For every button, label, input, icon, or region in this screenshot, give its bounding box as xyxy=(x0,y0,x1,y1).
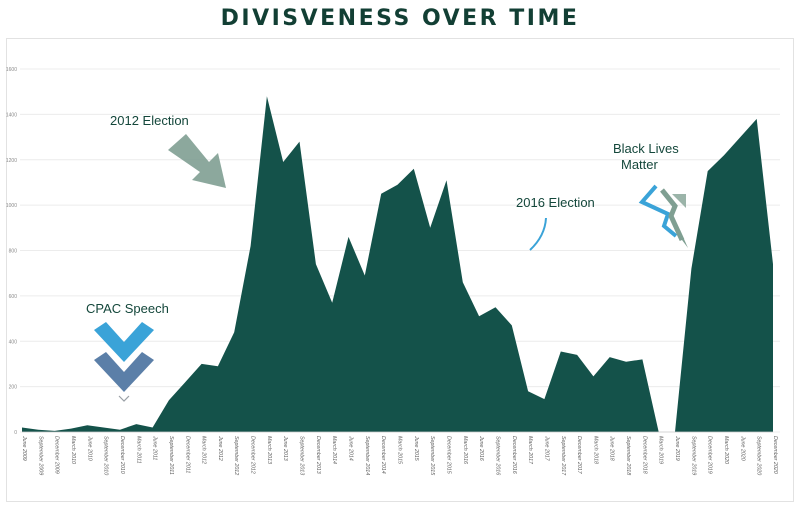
x-tick-label: September 2014 xyxy=(364,436,370,475)
y-tick-label: 200 xyxy=(9,385,18,391)
y-tick-label: 1200 xyxy=(6,158,17,164)
chart-frame xyxy=(6,38,794,502)
arrow-blm-tip xyxy=(676,230,688,248)
cpac-chevron-small xyxy=(118,395,130,402)
y-tick-label: 600 xyxy=(9,294,18,300)
annotation-cpac: CPAC Speech xyxy=(86,301,169,316)
x-tick-label: March 2016 xyxy=(462,436,468,464)
y-tick-label: 1000 xyxy=(6,203,17,209)
x-tick-label: June 2009 xyxy=(21,435,27,461)
x-tick-label: June 2015 xyxy=(413,435,419,461)
x-tick-label: March 2018 xyxy=(592,436,598,464)
x-tick-label: June 2013 xyxy=(282,435,288,461)
x-tick-label: September 2016 xyxy=(494,436,500,475)
x-tick-label: June 2020 xyxy=(739,435,745,461)
y-tick-label: 1400 xyxy=(6,112,17,118)
cpac-chevron-top xyxy=(94,322,154,362)
annotation-arrows xyxy=(94,134,688,402)
x-tick-label: June 2019 xyxy=(674,435,680,461)
x-tick-label: June 2016 xyxy=(478,435,484,461)
x-tick-label: March 2017 xyxy=(527,436,533,465)
arrow-blm-sage xyxy=(660,188,685,242)
arrow-blm-blue xyxy=(638,184,678,238)
x-tick-label: December 2009 xyxy=(54,436,60,474)
x-tick-label: September 2011 xyxy=(168,436,174,475)
x-tick-label: March 2013 xyxy=(266,436,272,464)
x-tick-label: December 2014 xyxy=(380,436,386,474)
x-tick-label: June 2014 xyxy=(348,435,354,461)
annotation-blm-line2: Matter xyxy=(621,157,658,172)
x-tick-label: March 2014 xyxy=(331,436,337,464)
x-tick-label: September 2013 xyxy=(299,436,305,475)
cpac-chevron-bottom xyxy=(94,352,154,392)
x-tick-label: December 2018 xyxy=(641,436,647,474)
x-tick-label: March 2019 xyxy=(658,436,664,464)
y-tick-label: 400 xyxy=(9,339,18,345)
x-tick-label: September 2017 xyxy=(560,436,566,476)
x-tick-label: December 2020 xyxy=(772,436,778,474)
annotation-blm-line1: Black Lives xyxy=(613,141,679,156)
x-tick-label: December 2011 xyxy=(184,436,190,473)
x-tick-label: March 2015 xyxy=(397,436,403,464)
x-tick-label: September 2010 xyxy=(103,436,109,475)
x-axis: June 2009 September 2009 December 2009 Marc… xyxy=(21,431,778,476)
x-tick-label: September 2015 xyxy=(429,436,435,475)
x-tick-label: December 2016 xyxy=(511,436,517,474)
x-tick-label: March 2010 xyxy=(70,436,76,464)
x-tick-label: December 2017 xyxy=(576,436,582,475)
x-tick-label: June 2018 xyxy=(609,435,615,461)
x-tick-label: December 2010 xyxy=(119,436,125,474)
x-tick-label: December 2012 xyxy=(250,436,256,474)
y-tick-label: 0 xyxy=(14,430,17,436)
y-axis: 0 200 400 600 800 1000 1200 1400 1600 xyxy=(6,67,17,436)
chart-title: DIVISVENESS OVER TIME xyxy=(220,6,580,31)
x-tick-label: June 2017 xyxy=(543,435,549,462)
x-tick-label: June 2010 xyxy=(86,435,92,461)
x-tick-label: December 2013 xyxy=(315,436,321,474)
x-tick-label: March 2011 xyxy=(135,436,141,464)
x-tick-label: March 2020 xyxy=(723,436,729,464)
x-tick-label: September 2009 xyxy=(37,436,43,475)
x-tick-label: March 2012 xyxy=(201,436,207,464)
x-tick-label: September 2012 xyxy=(233,436,239,475)
x-tick-label: June 2012 xyxy=(217,435,223,461)
y-tick-label: 800 xyxy=(9,249,18,255)
annotation-2016-election: 2016 Election xyxy=(516,195,595,210)
area-series xyxy=(22,96,773,432)
x-tick-label: September 2019 xyxy=(690,436,696,475)
x-tick-label: September 2018 xyxy=(625,436,631,475)
x-tick-label: December 2019 xyxy=(707,436,713,474)
arrow-2016-election xyxy=(529,217,547,251)
y-tick-label: 1600 xyxy=(6,67,17,73)
series-area xyxy=(22,96,773,432)
x-tick-label: June 2011 xyxy=(152,435,158,460)
annotation-2012-election: 2012 Election xyxy=(110,113,189,128)
x-tick-label: December 2015 xyxy=(445,436,451,474)
arrow-2012-election xyxy=(168,134,226,188)
x-tick-label: September 2020 xyxy=(756,436,762,475)
arrow-blm-head xyxy=(672,194,686,208)
